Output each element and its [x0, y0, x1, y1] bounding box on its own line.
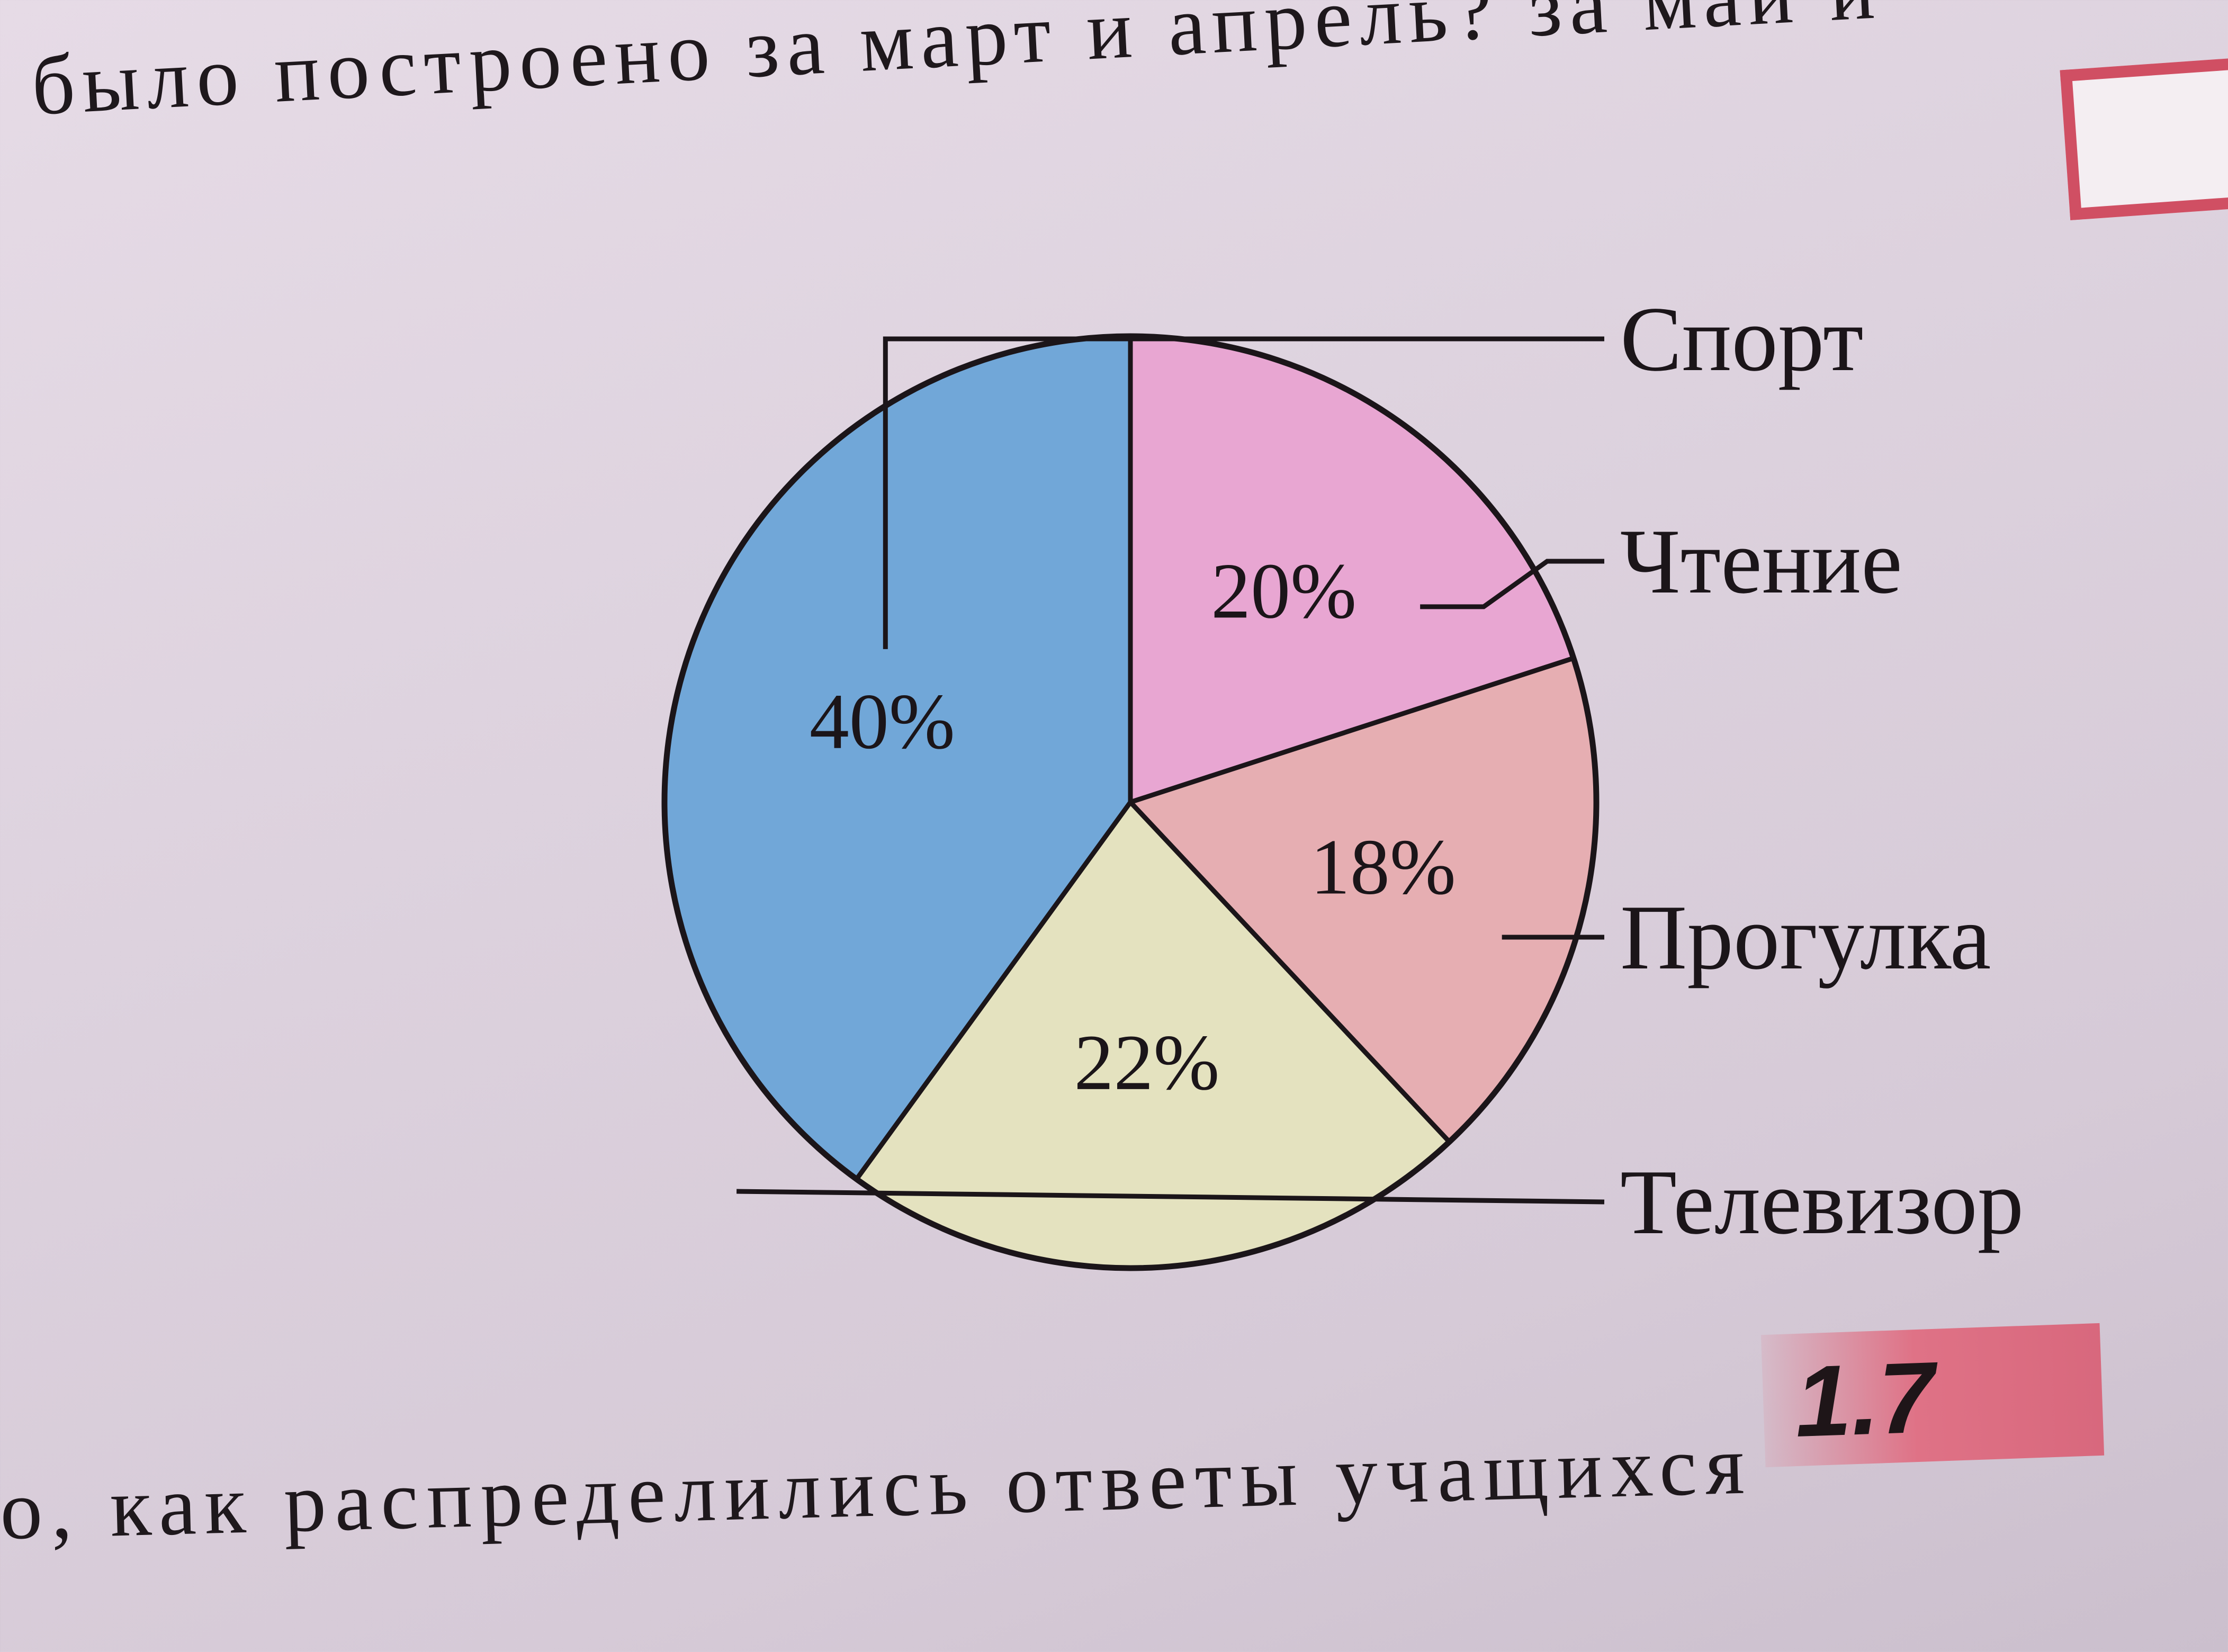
- leader-lines: [736, 336, 1605, 1205]
- slice-label-walk: 18%: [1310, 823, 1456, 911]
- slice-value-labels: 20% 18% 22% 40%: [810, 547, 1456, 1107]
- legend-labels: Спорт Чтение Прогулка Телевизор: [1620, 288, 2024, 1253]
- leader-line-reading: [1420, 559, 1604, 609]
- pie-slices: [661, 333, 1600, 1271]
- legend-label-sport: Спорт: [1620, 288, 1864, 390]
- legend-label-tv: Телевизор: [1620, 1151, 2024, 1253]
- legend-label-reading: Чтение: [1620, 510, 1902, 613]
- leader-line-tv: [736, 1189, 1605, 1205]
- pie-outline: [661, 333, 1600, 1271]
- leader-line-sport: [883, 336, 1604, 649]
- section-number: 1.7: [1793, 1341, 1937, 1459]
- slice-label-reading: 20%: [1211, 547, 1356, 635]
- section-number-badge: 1.7: [1760, 1323, 2105, 1468]
- slice-label-tv: 22%: [1074, 1019, 1219, 1107]
- legend-label-walk: Прогулка: [1620, 886, 1991, 989]
- slice-label-sport: 40%: [810, 678, 955, 766]
